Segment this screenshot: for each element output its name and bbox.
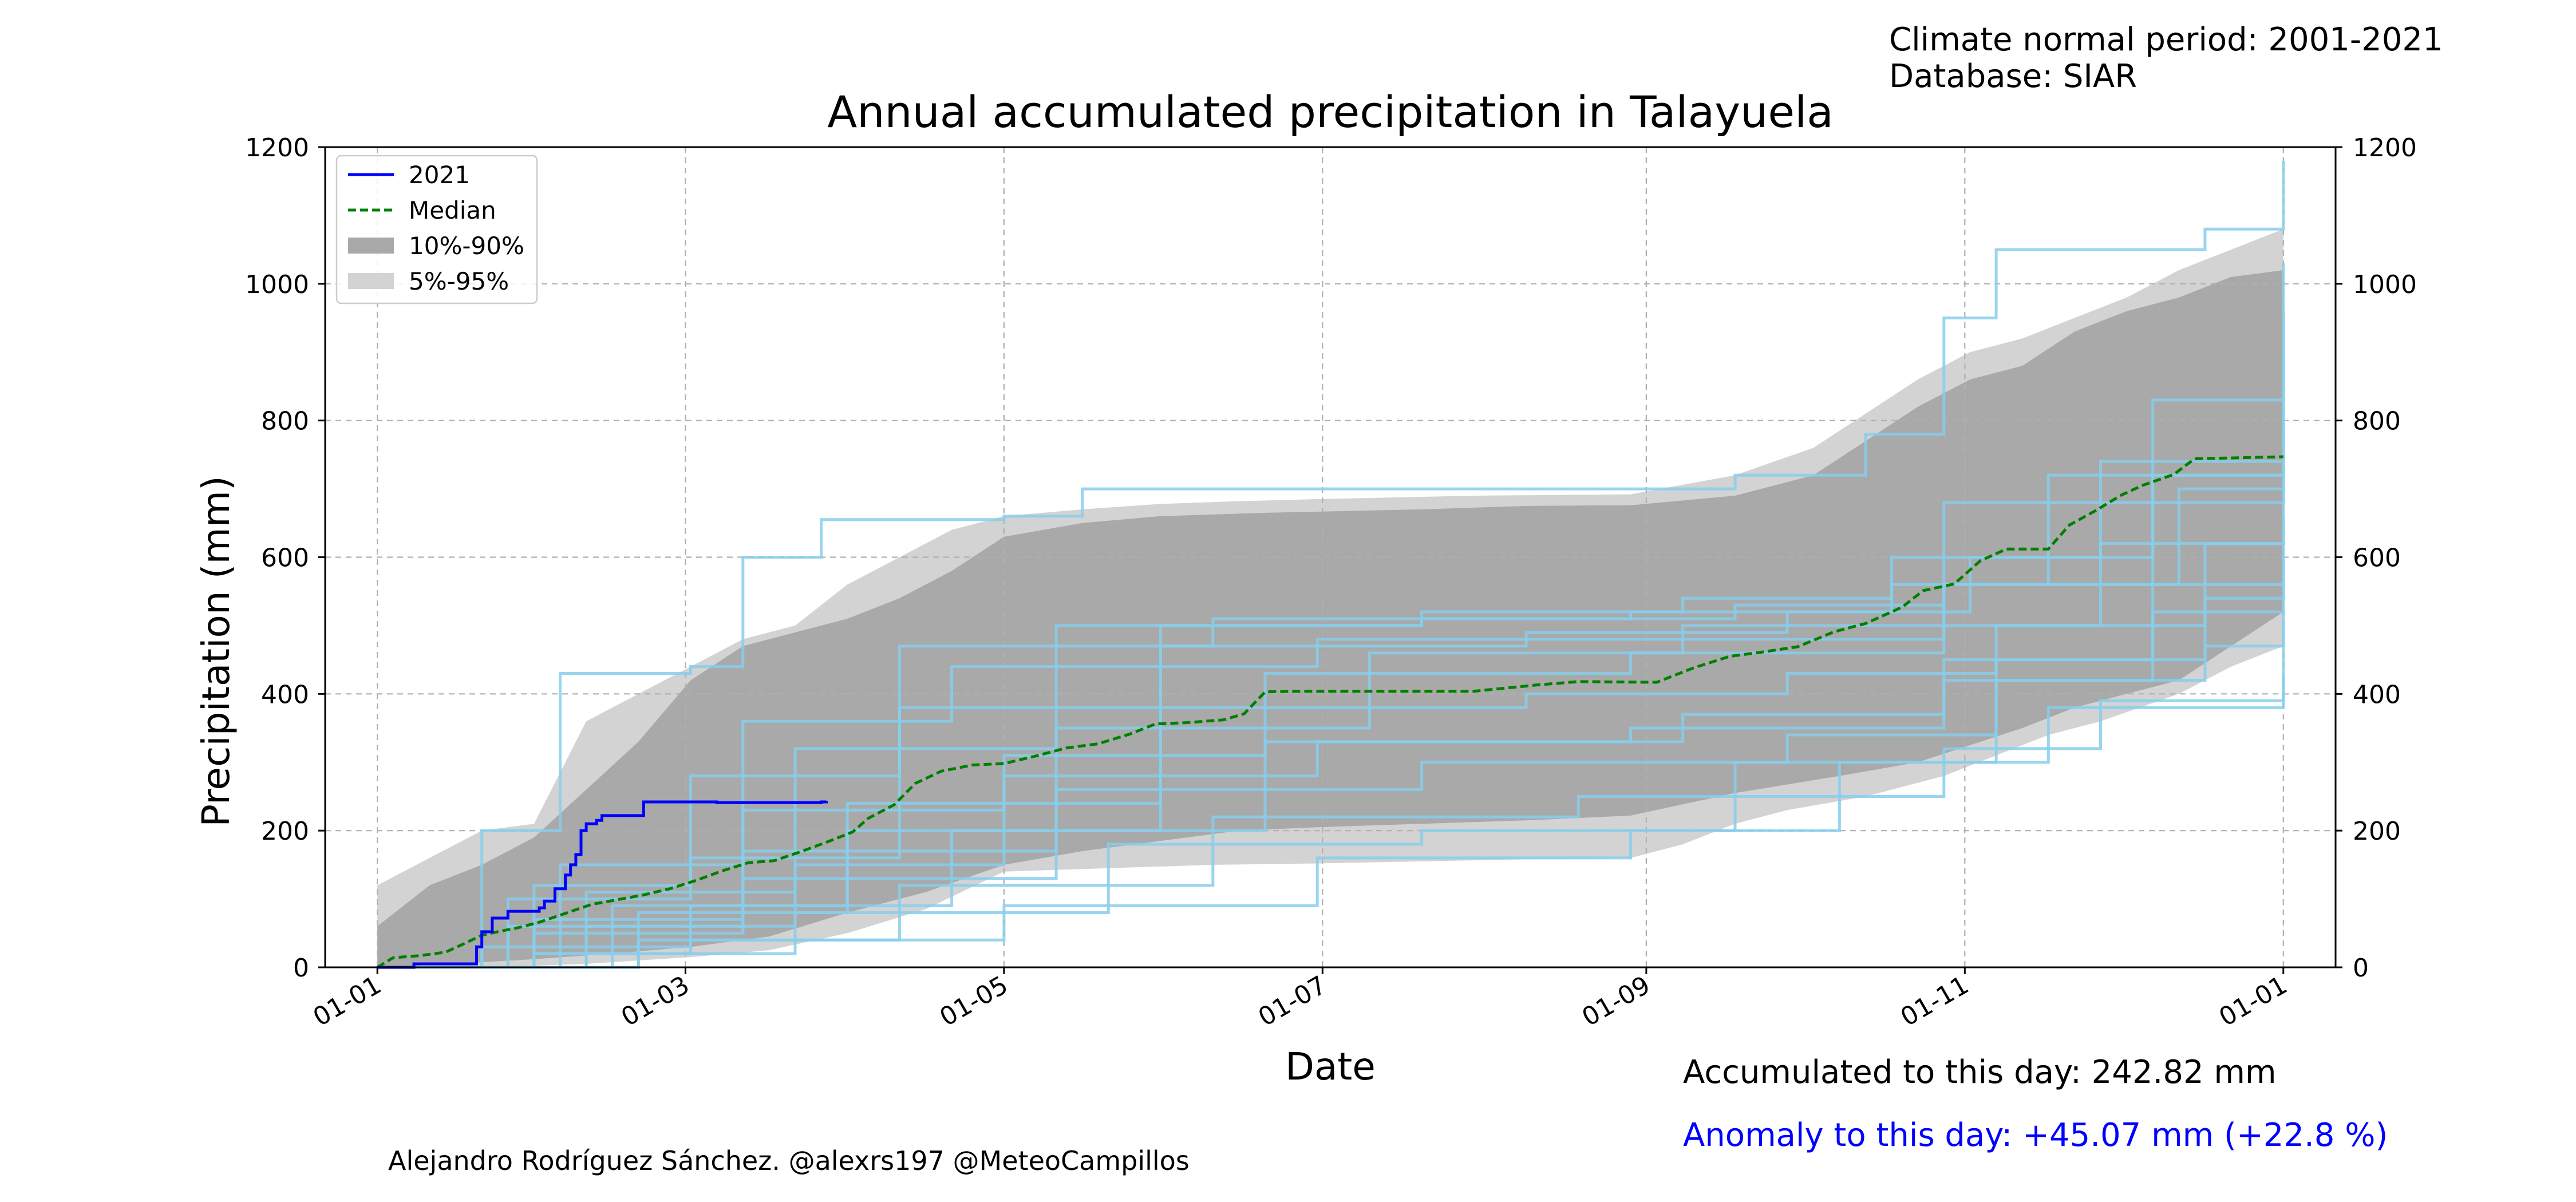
x-tick-label: 01-09 bbox=[1577, 970, 1655, 1032]
historical-year-line bbox=[377, 529, 2285, 969]
y-tick-label-right: 400 bbox=[2353, 680, 2401, 709]
y-tick-label: 1000 bbox=[245, 270, 309, 299]
legend-swatch-band-5-95 bbox=[348, 273, 394, 289]
climate-period-label: Climate normal period: 2001-2021 bbox=[1889, 21, 2443, 58]
y-tick-label-right: 0 bbox=[2353, 954, 2369, 983]
y-tick-label-right: 1000 bbox=[2353, 270, 2417, 299]
y-tick-label: 600 bbox=[261, 544, 309, 573]
y-tick-label: 0 bbox=[293, 954, 309, 983]
y-tick-label: 1200 bbox=[245, 133, 309, 163]
legend-swatch-band-10-90 bbox=[348, 238, 394, 254]
y-axis-label: Precipitation (mm) bbox=[194, 476, 238, 827]
y-tick-label-right: 200 bbox=[2353, 817, 2401, 846]
historical-year-line bbox=[377, 516, 2285, 969]
y-tick-label-right: 1200 bbox=[2353, 133, 2417, 163]
author-credit: Alejandro Rodríguez Sánchez. @alexrs197 … bbox=[388, 1145, 1190, 1176]
historical-year-line bbox=[377, 584, 2285, 969]
legend-label: 2021 bbox=[409, 161, 470, 189]
historical-year-line bbox=[377, 612, 2285, 969]
y-tick-label: 400 bbox=[261, 680, 309, 709]
x-tick-label: 01-07 bbox=[1254, 970, 1332, 1032]
historical-year-line bbox=[377, 454, 2285, 969]
legend-box bbox=[335, 155, 538, 305]
x-tick-label: 01-03 bbox=[617, 970, 694, 1032]
main-series bbox=[376, 455, 2283, 969]
x-tick-label: 01-11 bbox=[1896, 970, 1974, 1032]
historical-year-line bbox=[377, 359, 2285, 969]
legend-label: 10%-90% bbox=[409, 232, 524, 260]
y-tick-label-right: 800 bbox=[2353, 407, 2401, 436]
axes bbox=[318, 146, 2342, 974]
anomaly-to-date: Anomaly to this day: +45.07 mm (+22.8 %) bbox=[1683, 1117, 2388, 1154]
x-axis-label: Date bbox=[1285, 1045, 1376, 1089]
legend: 2021 Median 10%-90% 5%-95% bbox=[335, 155, 538, 305]
current-year-line bbox=[377, 800, 828, 969]
historical-year-line bbox=[377, 160, 2285, 969]
historical-year-line bbox=[377, 619, 2285, 969]
y-tick-label-right: 600 bbox=[2353, 544, 2401, 573]
accumulated-to-date: Accumulated to this day: 242.82 mm bbox=[1683, 1054, 2277, 1091]
y-tick-label: 800 bbox=[261, 407, 309, 436]
legend-label: 5%-95% bbox=[409, 267, 509, 295]
historical-year-lines bbox=[377, 160, 2285, 969]
x-tick-label: 01-01 bbox=[2214, 970, 2292, 1032]
y-tick-label: 200 bbox=[261, 817, 309, 846]
median-line bbox=[376, 455, 2283, 969]
chart-title: Annual accumulated precipitation in Tala… bbox=[827, 86, 1834, 137]
x-tick-label: 01-05 bbox=[935, 970, 1013, 1032]
legend-label: Median bbox=[409, 196, 496, 224]
database-label: Database: SIAR bbox=[1889, 58, 2138, 95]
historical-year-line bbox=[377, 420, 2285, 969]
x-tick-label: 01-01 bbox=[308, 970, 386, 1032]
